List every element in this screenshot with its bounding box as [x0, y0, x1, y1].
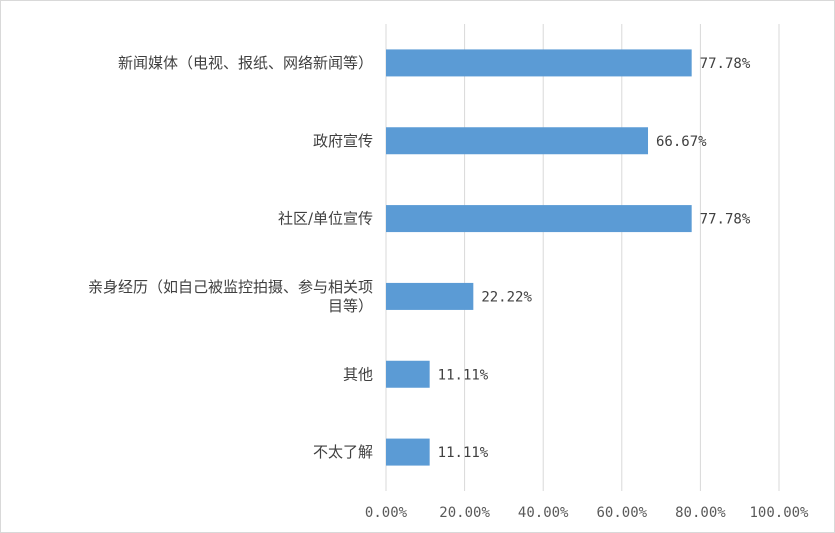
data-label: 22.22%: [481, 289, 532, 305]
data-label: 11.11%: [438, 367, 489, 383]
data-label: 11.11%: [438, 445, 489, 461]
grid-lines: [385, 24, 780, 491]
category-label: 其他: [343, 365, 373, 383]
bars: [386, 49, 692, 466]
category-label: 社区/单位宣传: [278, 210, 373, 228]
x-tick-label: 60.00%: [597, 505, 648, 521]
bar: [386, 49, 692, 77]
category-label-line: 目等）: [328, 297, 373, 315]
category-label-line: 亲身经历（如自己被监控拍摄、参与相关项: [88, 278, 373, 296]
x-tick-label: 80.00%: [675, 505, 726, 521]
category-label-line: 社区/单位宣传: [278, 210, 373, 228]
category-label-line: 不太了解: [313, 443, 373, 461]
category-label: 政府宣传: [313, 132, 373, 150]
x-tick-label: 0.00%: [365, 505, 408, 521]
data-label: 77.78%: [700, 212, 751, 228]
x-tick-label: 100.00%: [749, 505, 809, 521]
x-tick-label: 40.00%: [518, 505, 569, 521]
bar: [386, 127, 649, 155]
category-label: 不太了解: [313, 443, 373, 461]
bar: [386, 205, 692, 233]
category-label: 新闻媒体（电视、报纸、网络新闻等）: [118, 54, 373, 72]
category-label-line: 政府宣传: [313, 132, 373, 150]
data-label: 77.78%: [700, 56, 751, 72]
bar: [386, 360, 430, 388]
category-label: 亲身经历（如自己被监控拍摄、参与相关项目等）: [88, 278, 373, 315]
x-tick-labels: 0.00% 20.00% 40.00% 60.00% 80.00% 100.00%: [365, 505, 809, 521]
bar: [386, 438, 430, 466]
x-tick-label: 20.00%: [439, 505, 490, 521]
category-labels: 新闻媒体（电视、报纸、网络新闻等） 政府宣传社区/单位宣传亲身经历（如自己被监控拍…: [88, 54, 373, 461]
data-labels: 77.78% 66.67% 77.78% 22.22% 11.11% 11.11%: [438, 56, 751, 461]
category-label-line: 新闻媒体（电视、报纸、网络新闻等）: [118, 54, 373, 72]
bar: [386, 282, 474, 310]
category-label-line: 其他: [343, 365, 373, 383]
data-label: 66.67%: [656, 134, 707, 150]
